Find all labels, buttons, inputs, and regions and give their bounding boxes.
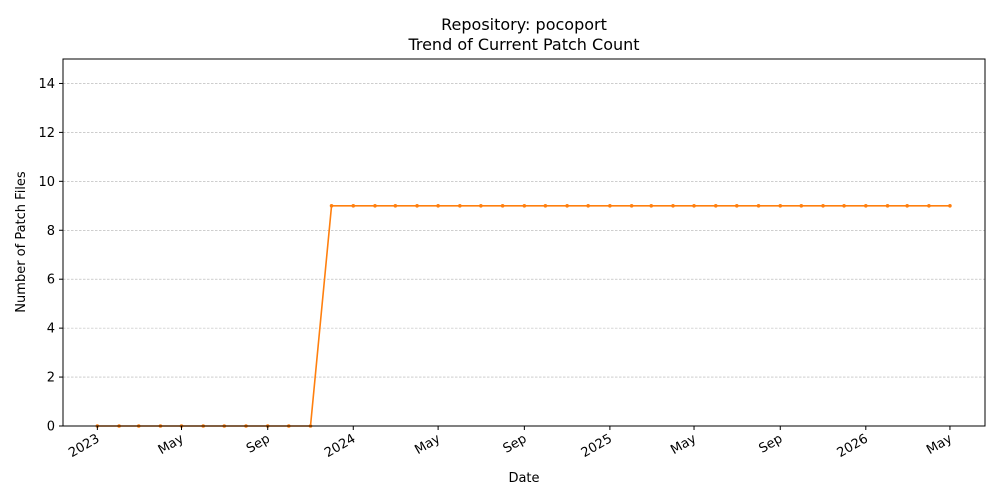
- y-tick-label: 10: [38, 175, 55, 190]
- chart-title-line2: Trend of Current Patch Count: [407, 35, 639, 54]
- data-point: [864, 204, 868, 208]
- data-point: [415, 204, 419, 208]
- gridlines: [63, 83, 985, 378]
- data-point: [351, 204, 356, 208]
- data-point: [713, 204, 718, 208]
- y-axis-label: Number of Patch Files: [14, 171, 29, 313]
- y-tick-label: 14: [38, 77, 55, 92]
- data-point: [586, 204, 590, 208]
- data-point: [649, 204, 654, 208]
- data-point: [734, 204, 739, 208]
- y-tick-label: 4: [47, 322, 55, 337]
- y-tick-label: 8: [47, 224, 55, 239]
- data-point: [885, 204, 890, 208]
- data-point: [821, 204, 825, 208]
- data-point: [629, 204, 634, 208]
- y-tick-label: 12: [38, 126, 55, 141]
- y-tick-label: 0: [47, 420, 55, 435]
- x-axis-label: Date: [508, 471, 539, 486]
- data-point: [458, 204, 462, 208]
- data-point: [479, 204, 483, 208]
- data-point: [905, 204, 909, 208]
- data-point: [799, 204, 804, 208]
- y-tick-label: 2: [47, 371, 55, 386]
- data-point: [436, 204, 440, 208]
- y-axis: 0 2 4 6 8 10 12 14: [38, 77, 63, 435]
- data-point: [671, 204, 675, 208]
- data-point: [543, 204, 548, 208]
- data-point: [329, 204, 334, 208]
- data-point: [692, 204, 696, 208]
- data-point: [756, 204, 761, 208]
- data-point: [393, 204, 398, 208]
- chart-title-line1: Repository: pocoport: [441, 15, 607, 34]
- data-point: [500, 204, 505, 208]
- data-point: [522, 204, 527, 208]
- data-point: [608, 204, 612, 208]
- data-point: [927, 204, 931, 208]
- data-point: [948, 204, 952, 208]
- data-point: [565, 204, 569, 208]
- data-point: [842, 204, 846, 208]
- data-point: [373, 204, 377, 208]
- y-tick-label: 6: [47, 273, 55, 288]
- data-point: [778, 204, 783, 208]
